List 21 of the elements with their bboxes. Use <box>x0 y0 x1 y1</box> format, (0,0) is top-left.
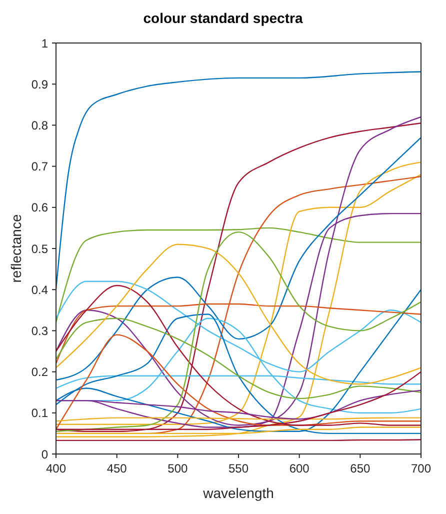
y-tick-label: 0.8 <box>31 118 48 132</box>
x-tick-label: 650 <box>350 462 370 476</box>
y-tick-label: 0.4 <box>31 282 48 297</box>
x-tick-label: 450 <box>106 462 128 476</box>
x-tick-label: 400 <box>46 462 66 476</box>
y-axis-title: reflectance <box>8 214 24 283</box>
chart-title: colour standard spectra <box>142 9 304 28</box>
x-axis-title: wavelength <box>202 485 274 501</box>
y-tick-label: 0.7 <box>31 160 48 174</box>
y-tick-label: 1 <box>41 36 48 50</box>
y-tick-label: 0.1 <box>31 406 48 420</box>
x-tick-label: 700 <box>410 462 432 476</box>
x-tick-label: 600 <box>289 462 310 476</box>
y-tick-label: 0.5 <box>31 242 48 256</box>
y-tick-label: 0.2 <box>31 365 48 380</box>
y-tick-label: 0 <box>41 447 48 462</box>
y-tick-label: 0.9 <box>31 77 48 92</box>
x-tick-label: 500 <box>168 462 188 476</box>
x-tick-label: 550 <box>228 462 249 476</box>
y-tick-label: 0.3 <box>31 324 48 338</box>
y-tick-label: 0.6 <box>31 200 48 215</box>
